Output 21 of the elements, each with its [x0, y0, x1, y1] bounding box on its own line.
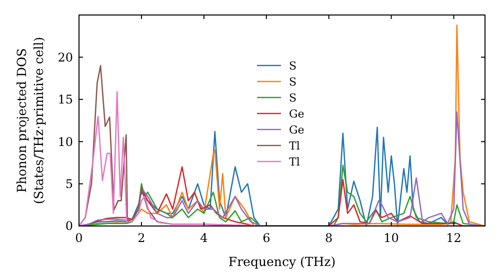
x-tick-label: 2: [138, 231, 146, 245]
x-tick-label: 6: [262, 231, 270, 245]
legend-label: Tl: [289, 139, 300, 152]
y-tick-label: 10: [58, 134, 73, 149]
legend-label: Ge: [289, 123, 304, 136]
x-tick-label: 8: [325, 231, 333, 245]
y-tick-label: 20: [58, 50, 73, 64]
x-tick-label: 10: [384, 231, 399, 245]
y-tick-label: 15: [58, 92, 73, 107]
legend-label: S: [289, 75, 297, 88]
legend-label: Ge: [289, 107, 304, 120]
legend-label: Tl: [289, 155, 300, 168]
y-axis-title: Phonon projected DOS (States/THz·primitive cell): [14, 36, 46, 204]
x-tick-label: 12: [446, 231, 462, 245]
legend-label: S: [289, 91, 297, 104]
x-tick-label: 0: [75, 231, 83, 245]
x-tick-label: 4: [200, 231, 208, 245]
y-tick-label: 0: [65, 219, 73, 234]
y-tick-label: 5: [65, 177, 73, 191]
x-axis-title: Frequency (THz): [228, 254, 336, 269]
legend-label: S: [289, 59, 297, 72]
